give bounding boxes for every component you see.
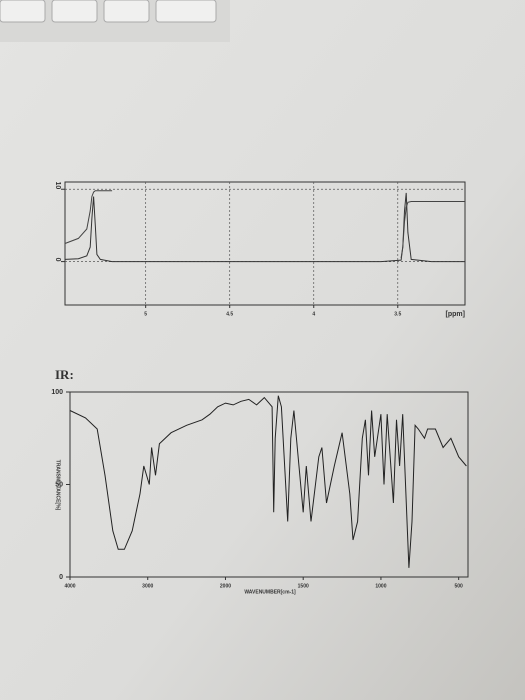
x-tick-label: 4.5 bbox=[226, 311, 233, 317]
y-tick-label: 0 bbox=[59, 574, 63, 581]
ir-title: IR: bbox=[55, 367, 74, 382]
x-tick-label: 1500 bbox=[298, 583, 309, 589]
key bbox=[0, 0, 46, 23]
x-tick-label: 1000 bbox=[375, 583, 386, 589]
spectrum-line bbox=[64, 190, 465, 259]
spectrum-line bbox=[64, 192, 465, 263]
x-axis-label: WAVENUMBER[cm-1] bbox=[244, 589, 296, 595]
x-tick-label: 2000 bbox=[220, 583, 231, 589]
spectrum-line bbox=[69, 395, 467, 568]
x-tick-label: 3.5 bbox=[394, 311, 401, 317]
key bbox=[155, 0, 217, 23]
x-tick-label: 3000 bbox=[142, 583, 153, 589]
y-axis-label: TRANSMITTANCE[%] bbox=[55, 460, 61, 511]
key bbox=[103, 0, 150, 23]
x-tick-label: 4 bbox=[312, 311, 315, 317]
key bbox=[51, 0, 98, 23]
x-tick-label: 4000 bbox=[64, 583, 75, 589]
y-tick-label: 10 bbox=[54, 181, 61, 189]
x-unit: [ppm] bbox=[446, 311, 465, 318]
y-tick-label: 0 bbox=[54, 258, 61, 262]
x-tick-label: 5 bbox=[144, 311, 147, 317]
y-tick-label: 50 bbox=[55, 481, 63, 488]
y-tick-label: 100 bbox=[51, 389, 63, 396]
x-tick-label: 500 bbox=[455, 583, 464, 589]
